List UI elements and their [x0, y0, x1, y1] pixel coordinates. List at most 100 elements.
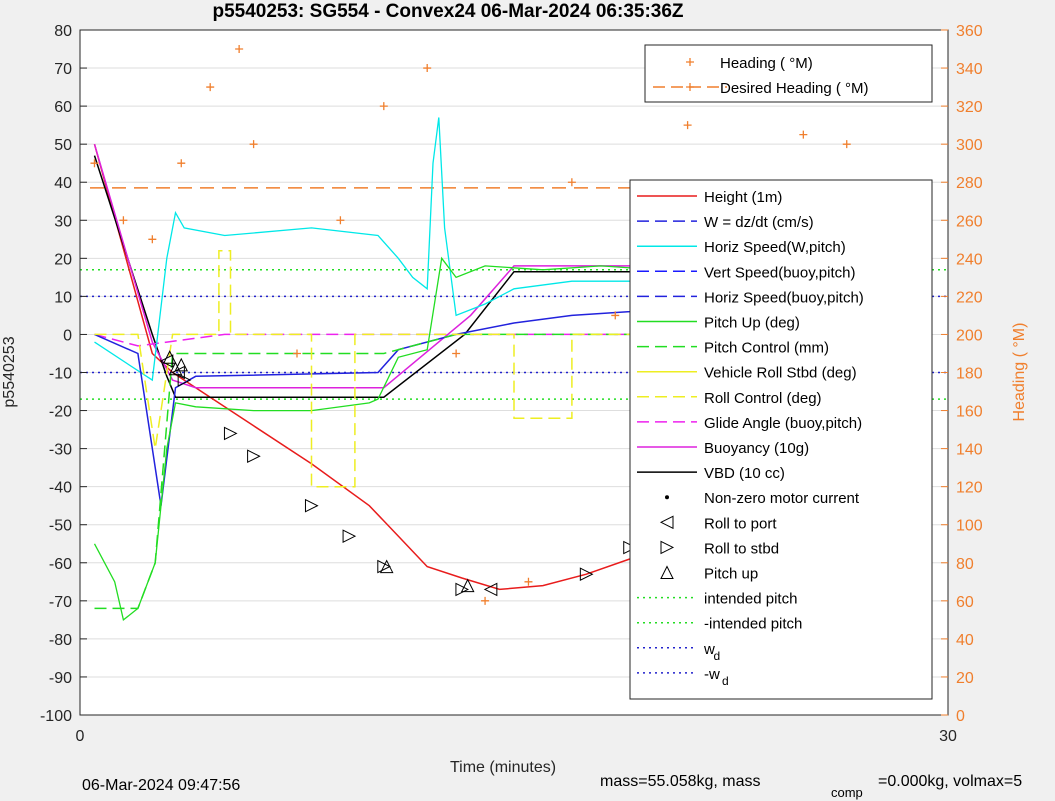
- y2-tick-label: 100: [956, 518, 983, 535]
- heading-point: [206, 83, 215, 92]
- footer-mass2: =0.000kg, volmax=5: [878, 773, 1022, 790]
- legend-label: Roll to port: [704, 515, 777, 532]
- y-tick-label: 60: [54, 99, 72, 116]
- series-line: [94, 249, 847, 488]
- legend-label: Glide Angle (buoy,pitch): [704, 415, 862, 432]
- y-tick-label: 0: [63, 327, 72, 344]
- heading-point: [90, 159, 99, 168]
- legend-label: Pitch up: [704, 566, 758, 583]
- pitch-up-marker: [174, 357, 189, 372]
- y2-axis-ticks: 3603403203002802602402202001801601401201…: [941, 23, 983, 725]
- legend-label: Roll Control (deg): [704, 390, 822, 407]
- y2-tick-label: 320: [956, 99, 983, 116]
- y2-tick-label: 80: [956, 556, 974, 573]
- legend-label: Pitch Control (mm): [704, 340, 829, 357]
- legend-label: Vert Speed(buoy,pitch): [704, 264, 855, 281]
- y2-tick-label: 220: [956, 289, 983, 306]
- heading-point: [452, 349, 461, 358]
- y-tick-label: -70: [49, 594, 72, 611]
- heading-point: [567, 178, 576, 187]
- roll-stbd-marker: [304, 498, 319, 513]
- y2-tick-label: 20: [956, 670, 974, 687]
- legend-swatch-marker: [660, 540, 675, 555]
- legend-label: W = dz/dt (cm/s): [704, 214, 814, 231]
- y-tick-label: 70: [54, 61, 72, 78]
- y2-tick-label: 60: [956, 594, 974, 611]
- legend-top-label: Desired Heading ( °M): [720, 80, 869, 97]
- legend-desired-cross: [686, 83, 694, 91]
- y2-tick-label: 240: [956, 251, 983, 268]
- x-tick-label: 30: [939, 728, 957, 745]
- legend-swatch-marker: [660, 565, 674, 579]
- y-tick-label: -40: [49, 480, 72, 497]
- heading-point: [119, 216, 128, 225]
- legend-label: Vehicle Roll Stbd (deg): [704, 365, 857, 382]
- roll-port-marker: [483, 582, 498, 597]
- y-tick-label: 30: [54, 213, 72, 230]
- y-tick-label: 80: [54, 23, 72, 40]
- heading-point: [235, 45, 244, 54]
- legend-label: Height (1m): [704, 189, 782, 206]
- legend-heading-swatch: [686, 58, 694, 66]
- legend-swatch-dot: [665, 495, 669, 500]
- y-tick-label: -80: [49, 632, 72, 649]
- heading-point: [799, 130, 808, 139]
- legend-main: Height (1m) W = dz/dt (cm/s) Horiz Speed(W…: [629, 179, 933, 700]
- heading-point: [336, 216, 345, 225]
- heading-point: [148, 235, 157, 244]
- y-tick-label: -50: [49, 518, 72, 535]
- legend-main-box: [629, 179, 933, 700]
- y-tick-label: 10: [54, 289, 72, 306]
- footer-mass: mass=55.058kg, mass: [600, 773, 761, 790]
- legend-label: Buoyancy (10g): [704, 440, 809, 457]
- y-axis-label: p5540253: [1, 336, 18, 407]
- y2-tick-label: 200: [956, 327, 983, 344]
- legend-label: VBD (10 cc): [704, 465, 785, 482]
- heading-point: [177, 159, 186, 168]
- pitch-up-marker: [168, 361, 183, 376]
- y-tick-label: -100: [40, 708, 72, 725]
- y2-tick-label: 300: [956, 137, 983, 154]
- y2-tick-label: 40: [956, 632, 974, 649]
- y-tick-label: -10: [49, 366, 72, 383]
- y-tick-label: 40: [54, 175, 72, 192]
- y2-axis-label: Heading ( °M): [1011, 323, 1028, 422]
- heading-point: [481, 596, 490, 605]
- legend-label-subscript: d: [722, 674, 729, 688]
- pitch-up-marker: [379, 559, 394, 574]
- heading-point: [423, 64, 432, 73]
- roll-stbd-marker: [455, 582, 470, 597]
- x-axis-label: Time (minutes): [450, 759, 556, 776]
- footer-timestamp: 06-Mar-2024 09:47:56: [82, 777, 240, 794]
- roll-stbd-marker: [223, 426, 238, 441]
- y2-tick-label: 160: [956, 404, 983, 421]
- heading-point: [683, 121, 692, 130]
- y2-tick-label: 360: [956, 23, 983, 40]
- legend-heading-box: [644, 44, 933, 103]
- legend-label: intended pitch: [704, 591, 797, 608]
- y2-tick-label: 0: [956, 708, 965, 725]
- heading-point: [842, 140, 851, 149]
- y2-tick-label: 260: [956, 213, 983, 230]
- y-tick-label: -60: [49, 556, 72, 573]
- y-tick-label: -30: [49, 442, 72, 459]
- legend-heading: Heading ( °M) Desired Heading ( °M): [644, 44, 933, 103]
- x-tick-label: 0: [76, 728, 85, 745]
- series-line: [94, 333, 847, 610]
- y2-tick-label: 280: [956, 175, 983, 192]
- footer-comp-sub: comp: [831, 785, 863, 800]
- pitch-up-marker: [162, 350, 177, 364]
- heading-point: [379, 102, 388, 111]
- roll-stbd-marker: [177, 373, 192, 387]
- legend-label: w: [703, 641, 715, 658]
- legend-swatch-marker: [659, 515, 674, 530]
- legend-label: -w: [704, 666, 720, 683]
- y2-tick-label: 340: [956, 61, 983, 78]
- heading-point: [524, 577, 533, 586]
- y2-tick-label: 140: [956, 442, 983, 459]
- x-axis-ticks: 0 30: [76, 728, 957, 745]
- chart-title: p5540253: SG554 - Convex24 06-Mar-2024 0…: [212, 1, 683, 22]
- legend-label: Roll to stbd: [704, 540, 779, 557]
- heading-point: [611, 311, 620, 320]
